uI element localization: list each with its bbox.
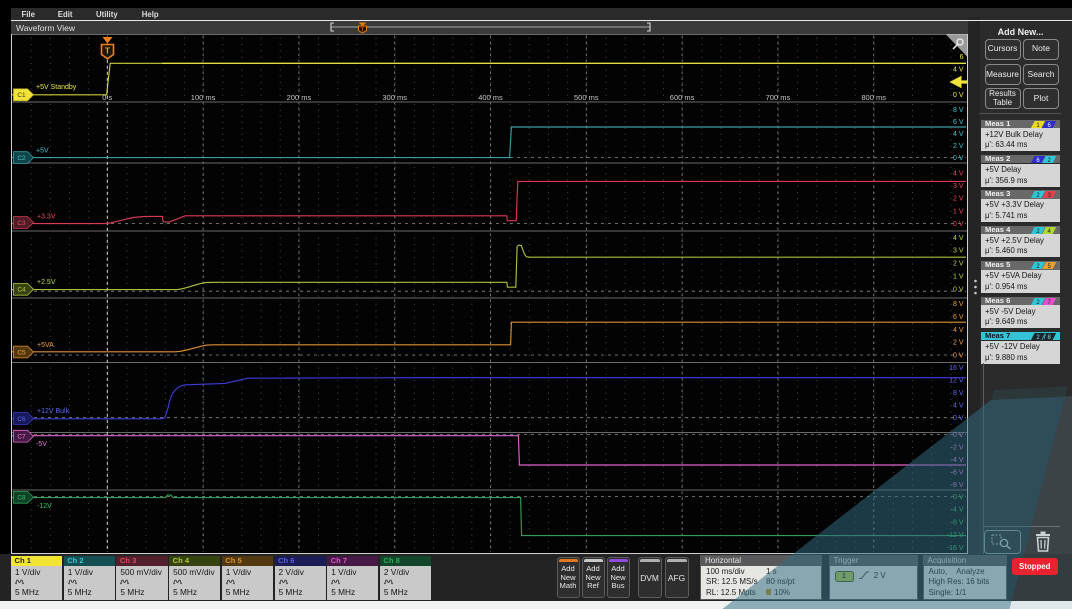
- svg-text:2 V: 2 V: [953, 196, 964, 203]
- svg-text:-8 V: -8 V: [951, 519, 964, 526]
- svg-text:4 V: 4 V: [953, 67, 964, 74]
- svg-text:5: 5: [1048, 264, 1052, 270]
- svg-text:0 s: 0 s: [102, 93, 112, 102]
- svg-text:2 V: 2 V: [953, 340, 964, 347]
- svg-text:-5V: -5V: [36, 441, 47, 448]
- svg-text:8: 8: [1048, 335, 1052, 341]
- svg-text:6 V: 6 V: [953, 119, 964, 126]
- svg-text:600 ms: 600 ms: [670, 93, 695, 102]
- svg-text:4 V: 4 V: [953, 327, 964, 334]
- svg-text:C3: C3: [17, 220, 26, 227]
- svg-text:+5V: +5V: [36, 148, 49, 155]
- svg-text:6 V: 6 V: [953, 314, 964, 321]
- svg-text:C7: C7: [17, 434, 26, 441]
- svg-text:1 V: 1 V: [953, 208, 964, 215]
- svg-text:+3.3V: +3.3V: [37, 214, 56, 221]
- svg-text:2: 2: [1048, 158, 1052, 164]
- svg-text:C4: C4: [17, 287, 26, 294]
- svg-text:0 V: 0 V: [953, 92, 964, 99]
- svg-text:4: 4: [1048, 229, 1052, 235]
- svg-text:T: T: [105, 47, 110, 56]
- svg-text:2: 2: [1036, 264, 1040, 270]
- svg-text:T: T: [361, 28, 365, 34]
- svg-text:C8: C8: [17, 495, 26, 502]
- svg-text:800 ms: 800 ms: [861, 93, 886, 102]
- svg-text:3 V: 3 V: [953, 248, 964, 255]
- svg-text:2: 2: [1036, 335, 1040, 341]
- svg-text:0 V: 0 V: [953, 494, 964, 501]
- svg-text:1 V: 1 V: [953, 274, 964, 281]
- svg-text:C2: C2: [17, 155, 26, 162]
- svg-text:4 V: 4 V: [953, 131, 964, 138]
- svg-text:4 V: 4 V: [953, 403, 964, 410]
- svg-text:2: 2: [1036, 193, 1040, 199]
- svg-text:C1: C1: [17, 92, 26, 99]
- svg-text:2 V: 2 V: [953, 143, 964, 150]
- svg-text:-16 V: -16 V: [947, 545, 964, 552]
- svg-text:6: 6: [960, 54, 964, 61]
- svg-text:4 V: 4 V: [953, 235, 964, 242]
- svg-text:300 ms: 300 ms: [382, 93, 407, 102]
- svg-text:200 ms: 200 ms: [287, 93, 312, 102]
- svg-text:+5V Standby: +5V Standby: [36, 84, 77, 91]
- svg-text:100 ms: 100 ms: [191, 93, 216, 102]
- svg-text:3: 3: [1048, 193, 1052, 199]
- svg-text:C5: C5: [17, 349, 26, 356]
- svg-text:-12 V: -12 V: [947, 532, 964, 539]
- svg-text:C6: C6: [17, 416, 26, 423]
- svg-text:+5VA: +5VA: [37, 342, 54, 349]
- svg-text:-8 V: -8 V: [951, 482, 964, 489]
- svg-text:400 ms: 400 ms: [478, 93, 503, 102]
- svg-text:2 V: 2 V: [953, 261, 964, 268]
- svg-text:0 V: 0 V: [953, 432, 964, 439]
- svg-text:16 V: 16 V: [949, 365, 964, 372]
- svg-text:2: 2: [1036, 300, 1040, 306]
- svg-text:3 V: 3 V: [953, 183, 964, 190]
- svg-text:6: 6: [1048, 123, 1052, 129]
- svg-text:8 V: 8 V: [953, 301, 964, 308]
- svg-text:8 V: 8 V: [953, 107, 964, 114]
- svg-text:+2.5V: +2.5V: [37, 279, 56, 286]
- svg-text:4 V: 4 V: [953, 171, 964, 178]
- svg-text:6: 6: [1036, 158, 1040, 164]
- svg-text:0 V: 0 V: [953, 221, 964, 228]
- svg-text:-4 V: -4 V: [951, 457, 964, 464]
- svg-text:500 ms: 500 ms: [574, 93, 599, 102]
- svg-text:7: 7: [1048, 300, 1052, 306]
- svg-text:700 ms: 700 ms: [766, 93, 791, 102]
- svg-text:0 V: 0 V: [953, 155, 964, 162]
- svg-text:0 V: 0 V: [953, 286, 964, 293]
- svg-text:2: 2: [1036, 229, 1040, 235]
- svg-text:/: /: [1044, 334, 1046, 341]
- svg-text:8 V: 8 V: [953, 390, 964, 397]
- svg-text:1: 1: [1036, 123, 1040, 129]
- svg-text:-2 V: -2 V: [951, 444, 964, 451]
- svg-text:-12V: -12V: [37, 503, 52, 510]
- svg-text:0 V: 0 V: [953, 352, 964, 359]
- svg-text:-4 V: -4 V: [951, 507, 964, 514]
- svg-text:0 V: 0 V: [953, 415, 964, 422]
- svg-text:12 V: 12 V: [949, 378, 964, 385]
- svg-text:-6 V: -6 V: [951, 470, 964, 477]
- svg-text:+12V Bulk: +12V Bulk: [37, 408, 70, 415]
